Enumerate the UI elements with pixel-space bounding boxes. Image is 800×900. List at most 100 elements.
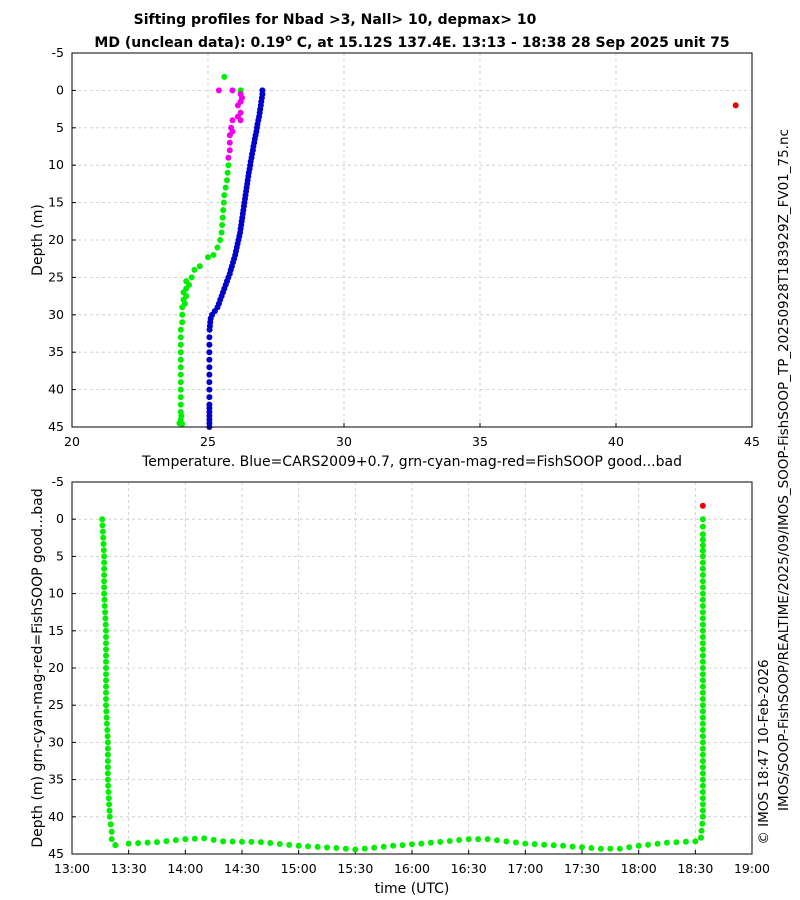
ascent-point [699, 590, 706, 597]
top-point-green [224, 169, 231, 176]
descent-point [101, 565, 108, 572]
top-point-green [196, 263, 203, 270]
bottom-track-point [135, 840, 142, 847]
bottom-ytick-label: 40 [48, 809, 64, 824]
bottom-track-point [324, 844, 330, 851]
bottom-track-point [248, 838, 255, 845]
bottom-track-point [371, 844, 378, 851]
descent-point [103, 640, 109, 647]
ascent-point [699, 683, 706, 690]
top-ytick-label: 45 [48, 419, 64, 434]
top-point-green [177, 349, 184, 356]
top-xtick-label: 40 [608, 434, 624, 449]
top-point-green [179, 311, 186, 318]
descent-point [108, 836, 115, 843]
descent-point [101, 596, 108, 603]
top-point-green [225, 162, 232, 169]
bottom-track-point [229, 838, 236, 845]
descent-point [104, 770, 111, 777]
descent-point [103, 689, 109, 696]
top-point-green [220, 199, 227, 206]
top-point-magenta [226, 139, 233, 146]
bottom-track-point [112, 842, 119, 849]
descent-point [105, 789, 112, 795]
top-point-green [179, 304, 186, 311]
bottom-track-point [191, 835, 198, 842]
descent-point [103, 665, 109, 671]
ascent-point [699, 720, 706, 727]
bottom-track-point [314, 843, 321, 850]
descent-point [104, 776, 111, 783]
top-point-green [221, 73, 228, 80]
top-point-green [224, 177, 230, 184]
descent-point [101, 572, 108, 578]
top-point-green [177, 356, 184, 363]
ascent-point [699, 531, 706, 538]
top-ytick-label: 40 [48, 382, 64, 397]
top-point-green [177, 401, 184, 408]
bottom-track-point [465, 836, 472, 843]
time-depth-chart: 13:00 13:30 14:00 14:30 15:00 15:30 16:00 16:30… [30, 474, 770, 897]
top-point-magenta [226, 147, 233, 154]
ascent-point [698, 827, 705, 834]
descent-point [103, 683, 109, 690]
bottom-track-point [607, 845, 614, 852]
top-point-magenta [225, 154, 232, 161]
descent-point [101, 578, 108, 585]
bottom-chart-xlabel: time (UTC) [375, 881, 450, 897]
bottom-track-point [163, 838, 170, 845]
top-xtick-label: 30 [336, 434, 352, 449]
descent-point [105, 795, 112, 802]
top-ytick-label: 25 [48, 269, 64, 284]
ascent-point [699, 702, 706, 709]
ascent-point [699, 696, 706, 702]
top-point-green [220, 207, 227, 214]
bottom-track-point [210, 836, 217, 843]
bottom-track-point [503, 838, 510, 845]
top-point-green [177, 371, 184, 378]
top-xtick-label: 25 [200, 434, 216, 449]
top-point-green [179, 319, 186, 326]
ascent-point [699, 689, 706, 696]
bottom-chart-ylabel: Depth (m) grn-cyan-mag-red=FishSOOP good… [30, 488, 46, 847]
bottom-track-point [380, 843, 387, 850]
bottom-track-point [597, 845, 604, 852]
top-point-blue [206, 394, 213, 401]
descent-point [104, 739, 111, 746]
top-ytick-label: 5 [56, 120, 64, 135]
top-ytick-label: 20 [48, 232, 64, 247]
descent-point [105, 782, 112, 789]
bottom-ytick-label: -5 [52, 474, 64, 489]
descent-point [107, 821, 114, 828]
top-point-blue [206, 371, 213, 378]
bottom-track-point [342, 845, 349, 852]
top-point-green [177, 394, 184, 401]
ascent-point [699, 523, 706, 530]
ascent-point [699, 603, 706, 609]
bottom-track-point [409, 841, 415, 848]
bottom-track-point [257, 839, 264, 846]
bottom-track-point [654, 840, 661, 847]
descent-point [101, 584, 108, 591]
bottom-track-point [446, 838, 453, 844]
bottom-xtick-label: 16:30 [451, 861, 487, 876]
bottom-track-point [645, 841, 652, 848]
bottom-track-point [456, 837, 463, 843]
ascent-point [699, 516, 706, 523]
descent-point [103, 658, 109, 665]
top-ytick-label: -5 [52, 45, 64, 60]
descent-point [102, 615, 109, 622]
ascent-point [699, 547, 706, 554]
bottom-track-point [125, 840, 132, 847]
descent-point [101, 553, 108, 560]
descent-point [108, 828, 115, 835]
ascent-point [699, 627, 706, 634]
ascent-point [699, 782, 706, 789]
bottom-track-point [682, 838, 689, 845]
bottom-track-point [267, 840, 274, 846]
ascent-point [699, 789, 706, 795]
ascent-point [699, 578, 706, 585]
top-point-blue [206, 326, 213, 333]
top-point-green [218, 229, 225, 236]
